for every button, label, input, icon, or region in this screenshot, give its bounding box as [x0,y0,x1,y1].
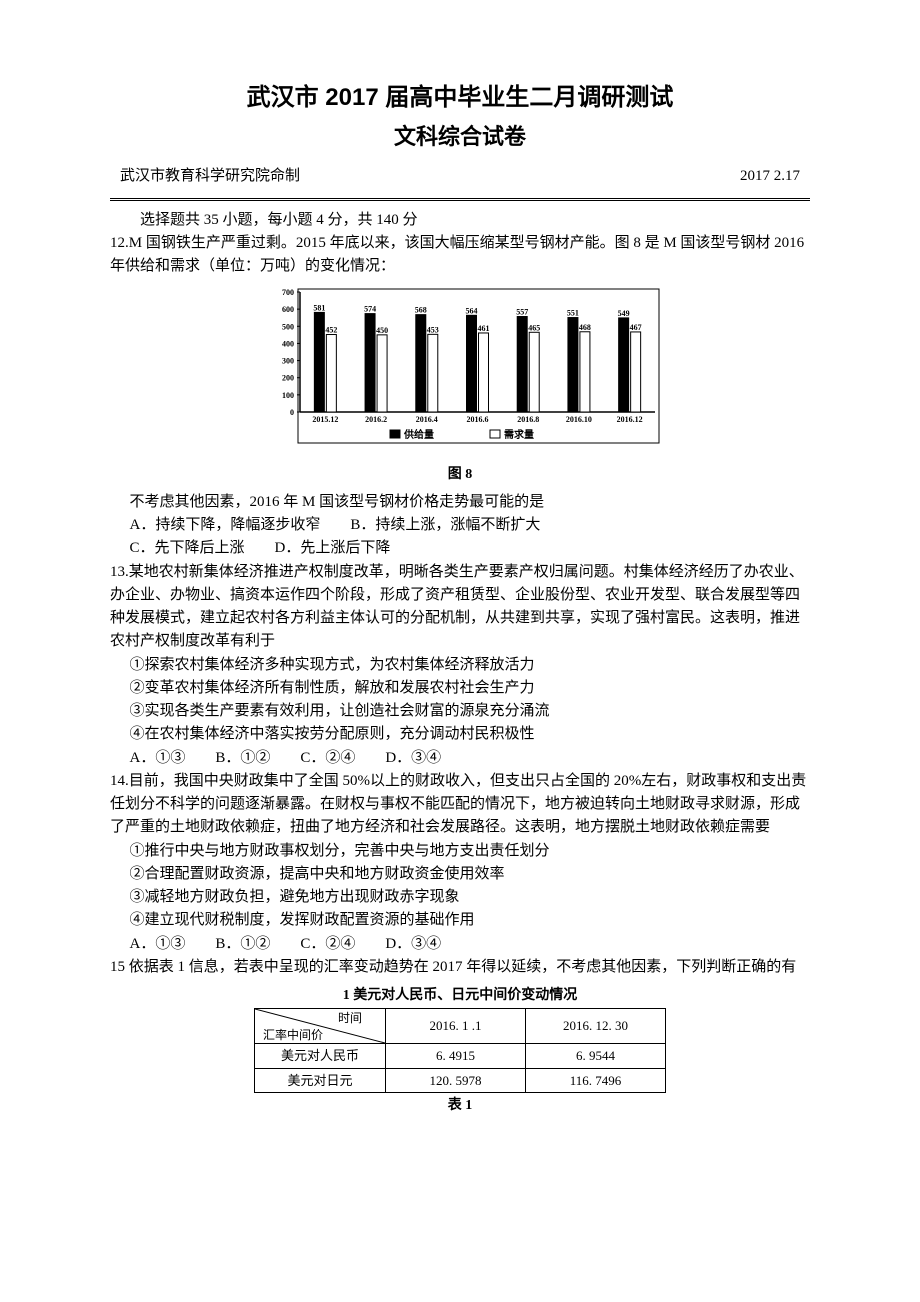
bar-chart: 0 100 200 300 400 500 600 700 581 452 2015.12 574 45… [260,284,660,462]
svg-text:300: 300 [282,357,294,366]
svg-text:2016.6: 2016.6 [467,415,489,424]
svg-text:400: 400 [282,340,294,349]
q14-o2: ②合理配置财政资源，提高中央和地方财政资金使用效率 [110,863,810,886]
q14-o3: ③减轻地方财政负担，避免地方出现财政赤字现象 [110,886,810,909]
table-caption: 1 美元对人民币、日元中间价变动情况 [110,985,810,1006]
table-r1c2: 6. 9544 [526,1044,666,1069]
svg-text:551: 551 [567,309,579,318]
page-title: 武汉市 2017 届高中毕业生二月调研测试 [110,80,810,116]
svg-text:700: 700 [282,288,294,297]
svg-text:549: 549 [618,309,630,318]
q12-optCD: C．先下降后上涨 D．先上涨后下降 [110,537,810,560]
chart-caption: 图 8 [110,464,810,485]
chart-figure: 0 100 200 300 400 500 600 700 581 452 2015.12 574 45… [110,284,810,485]
svg-text:467: 467 [630,323,642,332]
q13-stem: 13.某地农村新集体经济推进产权制度改革，明晰各类生产要素产权归属问题。村集体经… [110,561,810,654]
table-r2c1: 120. 5978 [386,1068,526,1093]
svg-text:2015.12: 2015.12 [312,415,338,424]
table-head-c2: 2016. 12. 30 [526,1009,666,1044]
svg-text:600: 600 [282,305,294,314]
q13-o3: ③实现各类生产要素有效利用，让创造社会财富的源泉充分涌流 [110,700,810,723]
page-subtitle: 文科综合试卷 [110,120,810,153]
table-head-c1: 2016. 1 .1 [386,1009,526,1044]
q12-optAB: A．持续下降，降幅逐步收窄 B．持续上涨，涨幅不断扩大 [110,514,810,537]
table-r2-label: 美元对日元 [255,1068,386,1093]
svg-text:2016.2: 2016.2 [365,415,387,424]
table-r2c2: 116. 7496 [526,1068,666,1093]
svg-text:465: 465 [528,324,540,333]
svg-text:468: 468 [579,323,591,332]
svg-text:0: 0 [290,408,294,417]
diag-top-text: 时间 [338,1011,362,1025]
rate-table: 时间 汇率中间价 2016. 1 .1 2016. 12. 30 美元对人民币 … [254,1008,666,1093]
q15-stem: 15 依据表 1 信息，若表中呈现的汇率变动趋势在 2017 年得以延续，不考虑… [110,956,810,979]
svg-text:574: 574 [364,305,376,314]
table-diag-cell: 时间 汇率中间价 [255,1009,386,1044]
q14-opts: A．①③ B．①② C．②④ D．③④ [110,933,810,956]
svg-text:2016.4: 2016.4 [416,415,438,424]
meta-right: 2017 2.17 [740,165,800,188]
q13-o4: ④在农村集体经济中落实按劳分配原则，充分调动村民积极性 [110,723,810,746]
svg-text:453: 453 [427,326,439,335]
svg-text:2016.8: 2016.8 [517,415,539,424]
svg-text:500: 500 [282,323,294,332]
svg-text:581: 581 [313,304,325,313]
intro: 选择题共 35 小题，每小题 4 分，共 140 分 [110,209,810,232]
svg-text:564: 564 [466,307,478,316]
svg-text:2016.12: 2016.12 [617,415,643,424]
q14-o1: ①推行中央与地方财政事权划分，完善中央与地方支出责任划分 [110,840,810,863]
diag-bottom-text: 汇率中间价 [263,1027,323,1042]
q13-opts: A．①③ B．①② C．②④ D．③④ [110,747,810,770]
q13-o1: ①探索农村集体经济多种实现方式，为农村集体经济释放活力 [110,654,810,677]
svg-text:461: 461 [478,324,490,333]
svg-text:供给量: 供给量 [403,428,434,441]
svg-text:2016.10: 2016.10 [566,415,592,424]
table-r1c1: 6. 4915 [386,1044,526,1069]
meta-row: 武汉市教育科学研究院命制 2017 2.17 [110,165,810,188]
svg-text:200: 200 [282,374,294,383]
svg-text:需求量: 需求量 [504,428,534,441]
svg-text:100: 100 [282,391,294,400]
q14-stem: 14.目前，我国中央财政集中了全国 50%以上的财政收入，但支出只占全国的 20… [110,770,810,840]
q13-o2: ②变革农村集体经济所有制性质，解放和发展农村社会生产力 [110,677,810,700]
meta-left: 武汉市教育科学研究院命制 [120,165,300,188]
svg-text:450: 450 [376,326,388,335]
svg-text:568: 568 [415,306,427,315]
table-r1-label: 美元对人民币 [255,1044,386,1069]
q14-o4: ④建立现代财税制度，发挥财政配置资源的基础作用 [110,909,810,932]
q12-after: 不考虑其他因素，2016 年 M 国该型号钢材价格走势最可能的是 [110,491,810,514]
svg-text:557: 557 [516,308,528,317]
q12-stem: 12.M 国钢铁生产严重过剩。2015 年底以来，该国大幅压缩某型号钢材产能。图… [110,232,810,279]
table-footer: 表 1 [110,1095,810,1116]
divider [110,198,810,201]
svg-text:452: 452 [325,326,337,335]
